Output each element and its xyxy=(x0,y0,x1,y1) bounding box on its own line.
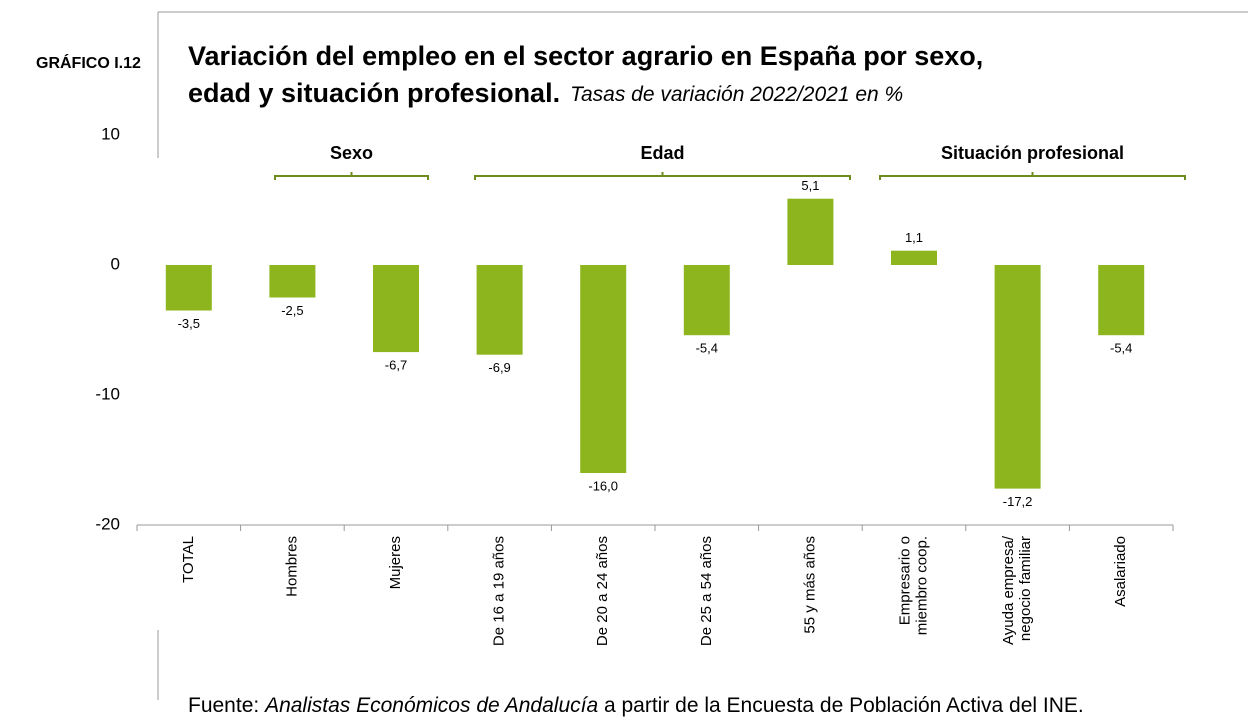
group-label: Situación profesional xyxy=(941,143,1124,163)
bar xyxy=(994,265,1041,489)
x-tick-label: negocio familiar xyxy=(1017,536,1034,641)
x-tick-label: miembro coop. xyxy=(913,536,930,635)
bar xyxy=(787,198,834,265)
value-label: -6,9 xyxy=(488,360,510,375)
x-tick-label: Asalariado xyxy=(1112,536,1129,607)
value-label: 5,1 xyxy=(801,178,819,193)
group-label: Edad xyxy=(640,143,684,163)
bar xyxy=(580,265,627,473)
chart-title: edad y situación profesional. xyxy=(188,78,560,108)
x-tick-label: 55 y más años xyxy=(801,536,818,634)
x-tick-label: Mujeres xyxy=(387,536,404,589)
x-tick-label: Ayuda empresa/ xyxy=(1000,535,1017,645)
x-tick-label: De 20 a 24 años xyxy=(594,536,611,646)
chart-title: Variación del empleo en el sector agrari… xyxy=(188,41,983,71)
value-label: -6,7 xyxy=(385,358,407,373)
bar xyxy=(1098,265,1145,336)
bar xyxy=(476,265,523,355)
group-label: Sexo xyxy=(330,143,373,163)
value-label: -3,5 xyxy=(178,316,200,331)
value-label: -16,0 xyxy=(588,478,618,493)
source-suffix: a partir de la Encuesta de Población Act… xyxy=(598,694,1084,717)
source-italic: Analistas Económicos de Andalucía xyxy=(263,694,598,717)
y-tick-label: 10 xyxy=(101,124,120,143)
bar xyxy=(373,265,419,353)
group-bracket xyxy=(474,172,851,180)
bar xyxy=(269,265,316,298)
value-label: -5,4 xyxy=(1110,341,1132,356)
group-bracket xyxy=(879,172,1186,180)
x-tick-label: De 25 a 54 años xyxy=(698,536,715,646)
x-tick-label: Empresario o xyxy=(896,536,913,625)
y-tick-label: -10 xyxy=(95,384,120,403)
y-tick-label: -20 xyxy=(95,514,120,533)
bar xyxy=(891,250,937,265)
x-tick-label: Hombres xyxy=(283,536,300,597)
bar xyxy=(165,265,212,311)
x-tick-label: TOTAL xyxy=(180,536,197,583)
chart-subtitle: Tasas de variación 2022/2021 en % xyxy=(570,83,903,106)
source: Fuente: Analistas Económicos de Andalucí… xyxy=(188,694,1084,717)
y-tick-label: 0 xyxy=(111,254,120,273)
chart-title: edad y situación profesional. Tasas de va… xyxy=(188,78,903,108)
figure-label: GRÁFICO I.12 xyxy=(36,53,141,72)
value-label: -2,5 xyxy=(281,303,303,318)
bar xyxy=(683,265,730,336)
value-label: -17,2 xyxy=(1003,494,1033,509)
value-label: -5,4 xyxy=(696,341,718,356)
group-bracket xyxy=(274,172,429,180)
source-prefix: Fuente: xyxy=(188,694,265,717)
value-label: 1,1 xyxy=(905,230,923,245)
x-tick-label: De 16 a 19 años xyxy=(491,536,508,646)
